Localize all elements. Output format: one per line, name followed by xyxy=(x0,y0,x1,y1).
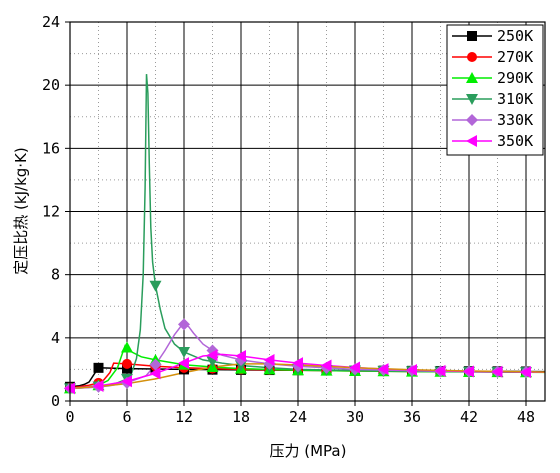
x-tick-label: 0 xyxy=(65,408,74,426)
data-point xyxy=(463,365,474,378)
legend-label: 250K xyxy=(497,27,533,45)
x-tick-label: 6 xyxy=(122,408,131,426)
data-point xyxy=(406,364,417,377)
x-axis: 0 6 12 18 24 30 36 42 48 xyxy=(65,401,535,426)
y-tick-label: 8 xyxy=(51,266,60,284)
y-tick-label: 16 xyxy=(42,139,60,157)
x-tick-label: 12 xyxy=(175,408,193,426)
legend-marker xyxy=(466,135,477,147)
y-tick-label: 24 xyxy=(42,13,60,31)
data-point xyxy=(292,357,303,370)
legend-marker xyxy=(466,94,478,105)
data-point xyxy=(121,341,133,353)
data-point xyxy=(349,361,360,374)
data-point xyxy=(377,363,389,376)
data-point xyxy=(178,357,189,370)
x-tick-label: 24 xyxy=(289,408,307,426)
y-tick-label: 12 xyxy=(42,203,60,221)
data-point xyxy=(121,375,132,388)
x-tick-label: 36 xyxy=(403,408,421,426)
data-point xyxy=(149,358,162,371)
legend-box xyxy=(446,24,544,156)
data-point xyxy=(235,360,247,372)
data-point xyxy=(263,353,275,366)
legend-marker xyxy=(466,114,478,126)
x-tick-label: 48 xyxy=(517,408,535,426)
data-point xyxy=(235,349,246,362)
data-point xyxy=(434,364,446,377)
x-tick-label: 30 xyxy=(346,408,364,426)
legend-label: 290K xyxy=(497,69,533,87)
legend: 250K 270K 290K 310K 330K 350K xyxy=(446,24,544,156)
x-tick-label: 18 xyxy=(232,408,250,426)
data-point xyxy=(149,367,161,380)
legend-label: 310K xyxy=(497,90,533,108)
data-point xyxy=(206,349,218,362)
legend-marker xyxy=(467,52,477,62)
y-tick-label: 20 xyxy=(42,76,60,94)
y-axis-title: 定压比热 (kJ/kg·K) xyxy=(12,147,30,274)
y-tick-label: 4 xyxy=(51,329,60,347)
legend-label: 330K xyxy=(497,111,533,129)
legend-label: 350K xyxy=(497,132,533,150)
data-point xyxy=(122,358,132,369)
legend-marker xyxy=(466,72,478,83)
legend-label: 270K xyxy=(497,48,533,66)
data-point xyxy=(320,359,332,372)
data-point xyxy=(92,379,104,392)
y-tick-label: 0 xyxy=(51,392,60,410)
data-point xyxy=(178,347,190,359)
data-point xyxy=(520,366,531,379)
x-axis-title: 压力 (MPa) xyxy=(270,442,347,460)
data-point xyxy=(149,280,162,292)
x-tick-label: 42 xyxy=(460,408,478,426)
series-markers xyxy=(64,280,532,395)
data-point xyxy=(93,362,104,373)
legend-marker xyxy=(467,31,477,41)
data-point xyxy=(178,318,190,331)
y-axis: 0 4 8 12 16 20 24 xyxy=(42,13,70,410)
data-point xyxy=(491,365,503,378)
